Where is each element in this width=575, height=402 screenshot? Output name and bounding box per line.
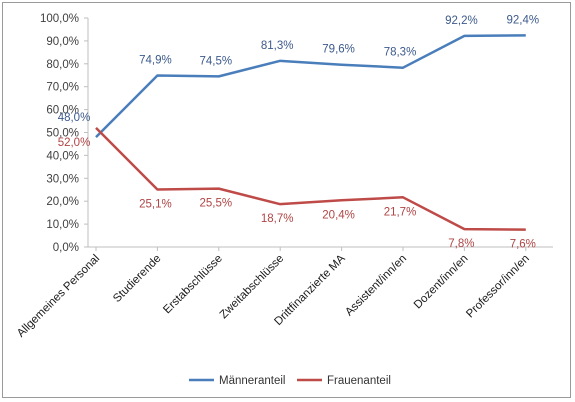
- data-label-maenneranteil: 74,9%: [139, 54, 172, 66]
- legend-label-frauenanteil: Frauenanteil: [327, 375, 391, 387]
- x-category-label: Assistent/inn/en: [343, 253, 409, 319]
- y-tick-label: 0,0%: [53, 242, 79, 254]
- series-layer: [95, 34, 526, 231]
- y-tick-label: 40,0%: [46, 150, 79, 162]
- x-category-label: Dozent/inn/en: [412, 253, 471, 312]
- data-label-frauenanteil: 18,7%: [261, 213, 294, 225]
- data-label-maenneranteil: 92,2%: [445, 15, 478, 27]
- x-category-label: Professor/inn/en: [464, 253, 532, 321]
- data-label-layer: 48,0% 74,9% 74,5% 81,3% 79,6% 78,3% 92,2% 92,4%…: [58, 14, 539, 250]
- data-label-frauenanteil: 7,8%: [448, 238, 474, 250]
- data-label-frauenanteil: 20,4%: [322, 209, 355, 221]
- y-tick-label: 90,0%: [46, 36, 79, 48]
- data-label-maenneranteil: 79,6%: [322, 44, 355, 56]
- x-category-label: Allgemeines Personal: [15, 253, 102, 340]
- data-label-maenneranteil: 74,5%: [199, 55, 232, 67]
- y-tick-label: 60,0%: [46, 105, 79, 117]
- data-label-maenneranteil: 78,3%: [384, 47, 417, 59]
- series-line-frauenanteil: [95, 127, 526, 231]
- data-label-maenneranteil: 92,4%: [506, 14, 539, 26]
- y-tick-label: 80,0%: [46, 59, 79, 71]
- legend-label-maenneranteil: Männeranteil: [219, 375, 285, 387]
- chart-frame: [2, 2, 571, 398]
- legend: Männeranteil Frauenanteil: [189, 375, 391, 387]
- y-tick-label: 20,0%: [46, 196, 79, 208]
- y-tick-label: 10,0%: [46, 219, 79, 231]
- data-label-maenneranteil: 81,3%: [261, 40, 294, 52]
- y-tick-label: 30,0%: [46, 173, 79, 185]
- data-label-frauenanteil: 21,7%: [384, 206, 417, 218]
- x-category-label: Erstabschlüsse: [161, 253, 225, 317]
- series-line-maenneranteil: [95, 34, 526, 138]
- y-tick-label: 50,0%: [46, 128, 79, 140]
- data-label-frauenanteil: 25,5%: [199, 198, 232, 210]
- y-tick-label: 70,0%: [46, 82, 79, 94]
- x-category-label: Studierende: [111, 253, 163, 305]
- data-label-frauenanteil: 7,6%: [510, 239, 536, 251]
- data-label-frauenanteil: 52,0%: [58, 137, 91, 149]
- y-tick-label: 100,0%: [40, 13, 79, 25]
- data-label-maenneranteil: 48,0%: [58, 112, 91, 124]
- x-category-label: Zweitabschlüsse: [218, 253, 287, 322]
- data-label-frauenanteil: 25,1%: [139, 199, 172, 211]
